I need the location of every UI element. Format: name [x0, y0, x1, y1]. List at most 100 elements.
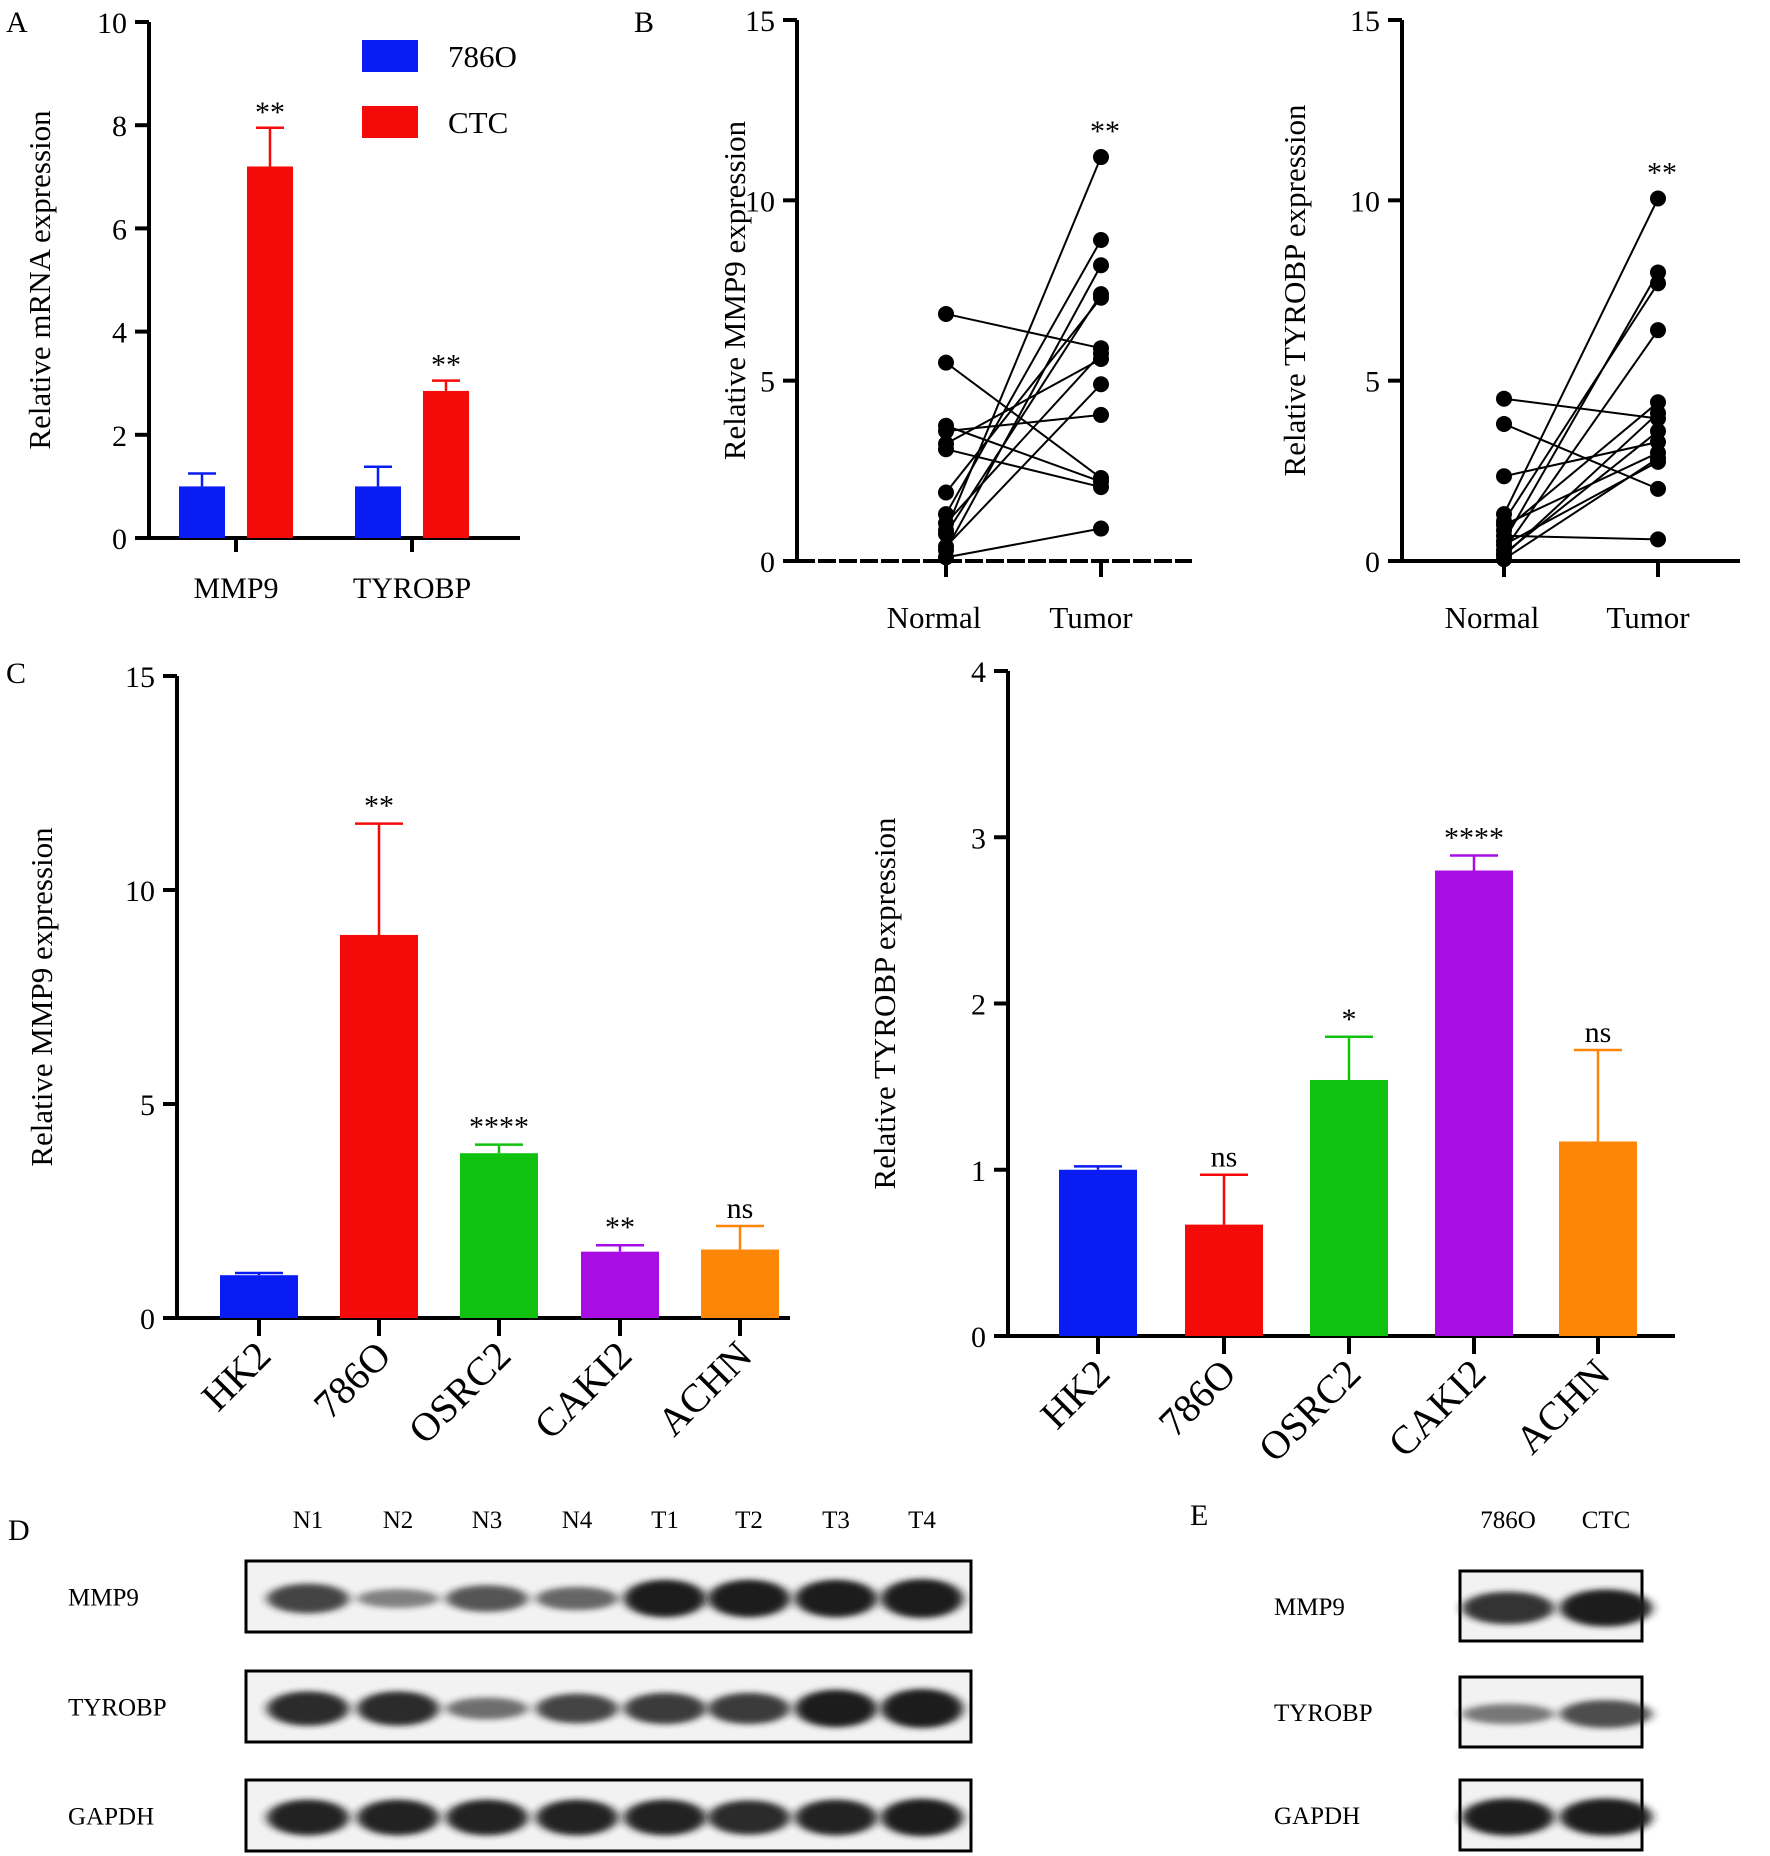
point-tumor	[1093, 520, 1109, 537]
point-normal	[938, 484, 954, 501]
blot-band	[267, 1583, 349, 1614]
point-tumor	[1093, 232, 1109, 249]
lane-label: N1	[293, 1507, 324, 1534]
pair-line	[945, 413, 1102, 433]
x-tick-label: CAKI2	[1379, 1351, 1494, 1466]
legend-label: CTC	[448, 105, 508, 140]
y-tick-label: 10	[745, 185, 775, 218]
pair-line	[1503, 430, 1659, 555]
blot-band	[1462, 1703, 1554, 1725]
y-tick-label: 1	[971, 1155, 986, 1188]
blot-band	[357, 1799, 439, 1836]
y-axis-label: Relative MMP9 expression	[717, 120, 752, 460]
point-normal	[938, 441, 954, 458]
significance-label: **	[1090, 115, 1120, 148]
pair-line	[945, 264, 1102, 551]
bar-ctc-tyrobp	[423, 390, 469, 538]
significance-label: ns	[727, 1192, 754, 1225]
blot-band	[624, 1692, 706, 1725]
significance-label: **	[364, 790, 394, 823]
panel-label-e: E	[1190, 1499, 1208, 1532]
y-axis-label: Relative TYROBP expression	[1277, 104, 1312, 476]
lane-label: 786O	[1480, 1507, 1536, 1534]
panel-label-b: B	[634, 6, 654, 39]
lane-label: T3	[822, 1507, 850, 1534]
bar-786o	[1185, 1224, 1263, 1336]
point-tumor	[1093, 257, 1109, 274]
pair-line	[945, 361, 1102, 479]
significance-label: ****	[469, 1111, 529, 1144]
pair-line	[1503, 329, 1659, 551]
blot-band	[446, 1585, 528, 1612]
y-tick-label: 15	[125, 661, 155, 694]
y-tick-label: 2	[971, 989, 986, 1022]
x-tick-label: Normal	[887, 600, 982, 635]
x-tick-label: Tumor	[1606, 600, 1690, 635]
chart-c-mmp9-bar: 0 5 10 15 Relative MMP9 expression HK2 786O ** O…	[24, 661, 790, 1452]
bar-hk2	[1059, 1169, 1137, 1336]
blot-band	[536, 1586, 618, 1611]
blot-band	[357, 1589, 439, 1608]
blot-row-label: MMP9	[1274, 1594, 1345, 1621]
blot-band	[1560, 1699, 1652, 1729]
blot-band	[536, 1693, 618, 1724]
blot-band	[708, 1800, 790, 1835]
panel-label-c: C	[6, 657, 26, 690]
blot-band	[795, 1799, 877, 1836]
point-normal	[1496, 415, 1512, 432]
x-tick-label: HK2	[1032, 1351, 1119, 1438]
lane-label: N3	[472, 1507, 503, 1534]
significance-label: ****	[1444, 822, 1504, 855]
blot-row-label: TYROBP	[1274, 1700, 1373, 1727]
pair-line	[945, 156, 1102, 531]
x-tick-label: 786O	[305, 1333, 400, 1428]
blot-band	[881, 1578, 963, 1619]
lane-label: N2	[383, 1507, 414, 1534]
bar-ctc-mmp9	[247, 166, 293, 539]
pair-line	[1503, 423, 1659, 490]
bar-caki2	[1435, 870, 1513, 1336]
y-tick-label: 5	[1365, 366, 1380, 399]
point-tumor	[1093, 345, 1109, 362]
point-tumor	[1650, 190, 1666, 207]
y-axis-label: Relative MMP9 expression	[24, 827, 59, 1167]
pair-line	[1503, 282, 1659, 522]
pair-line	[945, 358, 1102, 445]
blot-band	[708, 1579, 790, 1618]
y-tick-label: 3	[971, 822, 986, 855]
point-tumor	[1650, 450, 1666, 467]
point-tumor	[1650, 480, 1666, 497]
significance-label: ns	[1585, 1016, 1612, 1049]
pair-line	[1503, 457, 1659, 561]
y-tick-label: 10	[1350, 185, 1380, 218]
chart-b-mmp9-paired: 0 5 10 15 Relative MMP9 expression Normal Tumo…	[717, 5, 1192, 635]
bar-786o	[340, 934, 418, 1318]
bar-786o-tyrobp	[355, 486, 401, 538]
significance-label: **	[1647, 157, 1677, 190]
point-normal	[1496, 551, 1512, 568]
panel-label-d: D	[8, 1514, 30, 1547]
blot-row-label: GAPDH	[68, 1804, 154, 1831]
y-tick-label: 5	[760, 366, 775, 399]
blot-band	[446, 1697, 528, 1720]
bar-achn	[701, 1249, 779, 1318]
point-normal	[938, 305, 954, 322]
x-tick-label: CAKI2	[525, 1333, 640, 1448]
bar-osrc2	[460, 1153, 538, 1318]
point-normal	[1496, 390, 1512, 407]
y-tick-label: 0	[760, 546, 775, 579]
point-normal	[1496, 468, 1512, 485]
x-tick-label: TYROBP	[353, 572, 471, 605]
y-tick-label: 15	[745, 5, 775, 38]
lane-label: N4	[562, 1507, 593, 1534]
western-blot-d: N1 N2 N3 N4 T1 T2 T3 T4 MMP9 TYROBP GAPDH	[68, 1507, 973, 1853]
x-tick-label: OSRC2	[400, 1333, 520, 1453]
significance-label: **	[255, 96, 285, 129]
pair-line	[945, 448, 1102, 489]
y-tick-label: 15	[1350, 5, 1380, 38]
y-tick-label: 2	[112, 420, 127, 453]
pair-line	[1503, 451, 1659, 526]
pair-line	[945, 424, 1102, 483]
y-tick-label: 0	[140, 1303, 155, 1336]
y-axis-label: Relative mRNA expression	[22, 110, 57, 450]
